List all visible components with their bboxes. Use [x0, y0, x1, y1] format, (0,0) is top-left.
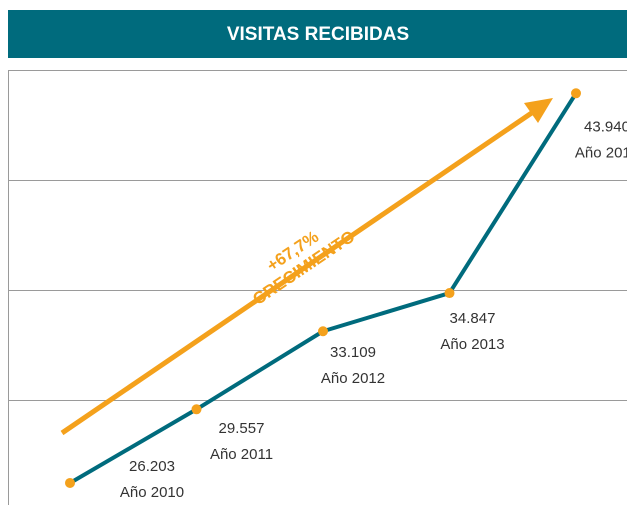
point [444, 288, 455, 299]
category-label: Año 2013 [440, 336, 504, 353]
data-label: 34.847 [450, 310, 496, 327]
data-label: 43.940 [584, 118, 627, 135]
category-label: Año 2012 [321, 370, 385, 387]
data-label: 33.109 [330, 344, 376, 361]
category-label: Año 2014 [575, 144, 627, 161]
data-label: 26.203 [129, 458, 175, 475]
point [191, 404, 202, 415]
data-label: 29.557 [219, 420, 265, 437]
arrow-head [524, 98, 553, 123]
chart-title: VISITAS RECIBIDAS [227, 24, 409, 45]
title-bar [8, 10, 627, 58]
annotation: +67,7%CRECIMIENTO [249, 227, 358, 309]
point [318, 326, 328, 337]
point [571, 88, 581, 99]
line [68, 92, 578, 485]
point [65, 477, 75, 488]
category-label: Año 2010 [120, 484, 184, 501]
category-label: Año 2011 [210, 446, 273, 463]
arrow-shaft [60, 107, 538, 436]
